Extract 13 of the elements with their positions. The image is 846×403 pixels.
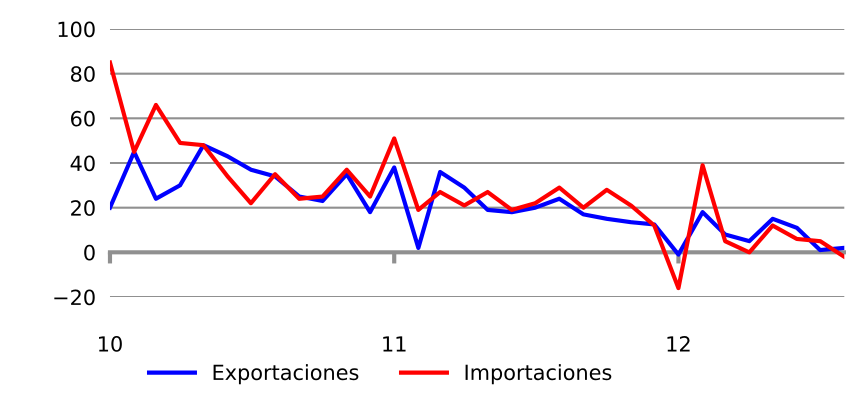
y-tick-label: −20 (54, 289, 95, 306)
y-tick-label: 20 (71, 200, 95, 216)
y-tick-label: 0 (84, 244, 95, 261)
y-tick-label: 40 (70, 155, 95, 172)
y-tick-label: 60 (71, 110, 95, 127)
x-tick-label: 12 (667, 336, 690, 352)
y-tick-label: 100 (58, 21, 95, 38)
legend-label: Importaciones (466, 364, 612, 384)
line-series (110, 60, 844, 290)
legend-label: Exportaciones (214, 364, 358, 384)
y-tick-label: 80 (70, 66, 95, 82)
x-tick-label: 10 (99, 336, 122, 352)
x-tick-label: 11 (383, 336, 406, 352)
